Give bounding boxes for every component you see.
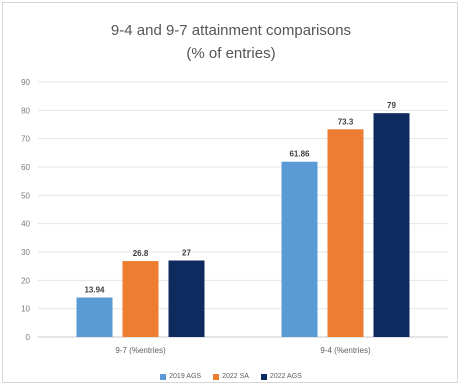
bar xyxy=(327,129,364,337)
y-tick-label: 90 xyxy=(21,78,30,87)
y-tick-label: 60 xyxy=(21,163,30,172)
legend-swatch xyxy=(260,373,267,380)
legend-item: 2022 SA xyxy=(213,373,249,380)
data-label: 61.86 xyxy=(289,150,310,159)
legend-item: 2022 AGS xyxy=(260,373,302,380)
x-tick-label: 9-7 (%entries) xyxy=(115,346,166,355)
data-label: 79 xyxy=(387,101,396,110)
y-tick-label: 50 xyxy=(21,191,30,200)
y-tick-label: 40 xyxy=(21,220,30,229)
bar xyxy=(373,113,410,338)
bar xyxy=(122,261,159,337)
x-tick-label: 9-4 (%entries) xyxy=(320,346,371,355)
legend-label: 2019 AGS xyxy=(169,373,202,380)
data-label: 13.94 xyxy=(84,286,105,295)
y-tick-label: 0 xyxy=(26,333,31,342)
y-tick-label: 30 xyxy=(21,248,30,257)
chart-title: 9-4 and 9-7 attainment comparisons xyxy=(110,22,352,39)
y-tick-label: 10 xyxy=(21,305,30,314)
legend-swatch xyxy=(160,373,167,380)
bar xyxy=(281,161,318,337)
legend-label: 2022 SA xyxy=(222,373,249,380)
bar xyxy=(76,297,113,337)
chart-subtitle: (% of entries) xyxy=(186,45,276,62)
data-label: 26.8 xyxy=(133,249,149,258)
y-tick-label: 80 xyxy=(21,106,30,115)
chart-frame xyxy=(2,2,458,383)
y-tick-label: 20 xyxy=(21,276,30,285)
y-tick-label: 70 xyxy=(21,135,30,144)
bar xyxy=(168,260,205,337)
data-label: 73.3 xyxy=(338,117,354,126)
data-label: 27 xyxy=(182,249,191,258)
legend-label: 2022 AGS xyxy=(269,373,302,380)
legend-swatch xyxy=(213,373,220,380)
legend: 2019 AGS 2022 SA 2022 AGS xyxy=(0,373,462,380)
legend-item: 2019 AGS xyxy=(160,373,201,380)
